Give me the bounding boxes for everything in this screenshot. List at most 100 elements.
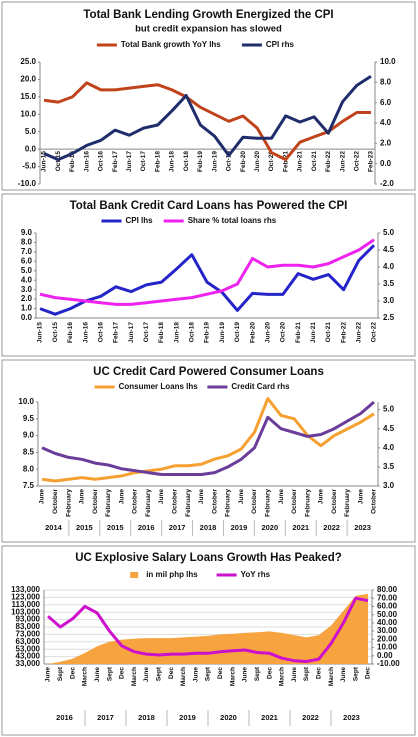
x-tick-label: Sept	[352, 666, 359, 681]
x-tick-label: Jun-22	[356, 322, 363, 343]
x-tick-label: October	[132, 489, 139, 514]
legend-label: in mil php lhs	[146, 570, 198, 579]
x-tick-label: February	[264, 489, 271, 517]
year-label: 2021	[261, 713, 278, 722]
panel-frame	[1, 1, 416, 191]
x-tick-label: Jun-18	[169, 151, 176, 172]
x-tick-label: June	[45, 667, 52, 683]
x-tick-label: Dec	[315, 667, 322, 679]
x-tick-label: Jun-17	[128, 322, 135, 343]
y-tick-label: 8.0	[23, 464, 35, 473]
x-tick-label: June	[340, 667, 347, 683]
chart-title: UC Explosive Salary Loans Growth Has Pea…	[75, 552, 342, 564]
y2-tick-label: 0.0	[380, 159, 392, 168]
x-tick-label: March	[131, 667, 138, 686]
y2-tick-label: 40.00	[377, 618, 398, 627]
y2-tick-label: 4.0	[380, 118, 392, 127]
y2-tick-label: 10.0	[380, 57, 396, 66]
x-tick-label: October	[371, 489, 378, 514]
year-label: 2016	[138, 523, 155, 532]
y2-tick-label: 30.00	[377, 626, 398, 635]
x-tick-label: Jun-19	[219, 322, 226, 343]
x-tick-label: June	[158, 489, 165, 505]
x-tick-label: Feb-23	[368, 151, 375, 172]
y2-tick-label: 3.0	[383, 481, 395, 490]
y2-tick-label: 60.00	[377, 602, 398, 611]
legend-label: CPI rhs	[266, 40, 295, 49]
legend-label: CPI lhs	[126, 216, 154, 225]
year-label: 2017	[97, 713, 114, 722]
y2-tick-label: 4.0	[383, 443, 395, 452]
x-tick-label: March	[328, 667, 335, 686]
y-tick-label: 3.0	[21, 285, 33, 294]
y-tick-label: 25.0	[20, 57, 36, 66]
x-tick-label: Dec	[365, 667, 372, 679]
year-label: 2016	[56, 713, 73, 722]
x-tick-label: Sept	[57, 666, 64, 681]
x-tick-label: June	[94, 667, 101, 683]
y-tick-label: 0.0	[21, 313, 33, 322]
series-line	[47, 596, 369, 663]
y2-tick-label: 3.5	[383, 279, 395, 288]
x-tick-label: Oct-17	[140, 151, 147, 172]
legend-label: Share % total loans rhs	[188, 216, 277, 225]
y-tick-label: 0.0	[25, 144, 37, 153]
x-tick-label: Oct-22	[371, 322, 378, 343]
y2-tick-label: 5.0	[383, 405, 395, 414]
year-label: 2019	[231, 523, 248, 532]
y2-tick-label: 0.00	[377, 651, 393, 660]
year-label: 2017	[169, 523, 186, 532]
year-label: 2020	[220, 713, 237, 722]
x-tick-label: Oct-19	[234, 322, 241, 343]
y-tick-label: 7.0	[21, 247, 33, 256]
y-tick-label: 7.5	[23, 481, 35, 490]
x-tick-label: Jun-20	[254, 151, 261, 172]
x-tick-label: March	[279, 667, 286, 686]
y-tick-label: 4.0	[21, 275, 33, 284]
year-label: 2020	[261, 523, 278, 532]
x-tick-label: June	[143, 667, 150, 683]
year-label: 2022	[323, 523, 340, 532]
x-tick-label: Jun-17	[126, 151, 133, 172]
x-tick-label: Oct-18	[189, 322, 196, 343]
panel-frame	[1, 545, 416, 736]
x-tick-label: February	[225, 489, 232, 517]
chart-title: Total Bank Credit Card Loans has Powered…	[70, 200, 348, 212]
x-tick-label: February	[105, 489, 112, 517]
x-tick-label: October	[172, 489, 179, 514]
legend-label: Total Bank growth YoY lhs	[121, 40, 221, 49]
year-label: 2022	[302, 713, 319, 722]
y-tick-label: 10.0	[18, 397, 34, 406]
x-tick-label: Jun-19	[211, 151, 218, 172]
series-line	[41, 400, 375, 476]
x-tick-label: Feb-17	[113, 322, 120, 343]
y-tick-label: 2.0	[21, 294, 33, 303]
y-tick-label: 43,000	[16, 652, 41, 661]
y2-tick-label: 50.00	[377, 610, 398, 619]
chart-title: Total Bank Lending Growth Energized the …	[83, 9, 333, 21]
x-tick-label: Feb-19	[197, 151, 204, 172]
panel-frame	[1, 359, 416, 543]
y2-tick-label: 20.00	[377, 634, 398, 643]
x-tick-label: Feb-17	[112, 151, 119, 172]
x-tick-label: June	[192, 667, 199, 683]
x-tick-label: October	[291, 489, 298, 514]
y2-tick-label: 2.0	[380, 138, 392, 147]
series-line	[41, 397, 375, 483]
x-tick-label: June	[79, 489, 86, 505]
x-tick-label: Jun-22	[339, 151, 346, 172]
y-tick-label: 63,000	[16, 637, 41, 646]
x-tick-label: Jun-16	[83, 151, 90, 172]
x-tick-label: Sept	[303, 666, 310, 681]
legend-label: Consumer Loans lhs	[119, 382, 199, 391]
legend-label: YoY rhs	[241, 570, 271, 579]
year-label: 2023	[343, 713, 360, 722]
y-tick-label: 15.0	[20, 92, 36, 101]
x-tick-label: Dec	[119, 667, 126, 679]
chart-title: UC Credit Card Powered Consumer Loans	[93, 366, 324, 378]
series-line	[39, 244, 376, 316]
x-tick-label: June	[357, 489, 364, 505]
x-tick-label: October	[331, 489, 338, 514]
x-tick-label: Jun-15	[41, 151, 48, 172]
